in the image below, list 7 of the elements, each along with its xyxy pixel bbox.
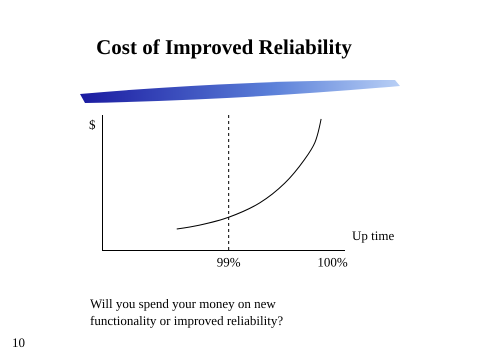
y-axis-title: $ <box>89 117 96 132</box>
x-tick-label: 100% <box>317 254 348 270</box>
chart-title: Cost of Improved Reliability <box>96 35 352 60</box>
text: Will you spend your money on new functionality or improved reliability? <box>90 296 284 328</box>
text: 10 <box>12 335 25 350</box>
x-axis-title: Up time <box>352 228 394 243</box>
x-tick-label: 99% <box>216 254 241 270</box>
